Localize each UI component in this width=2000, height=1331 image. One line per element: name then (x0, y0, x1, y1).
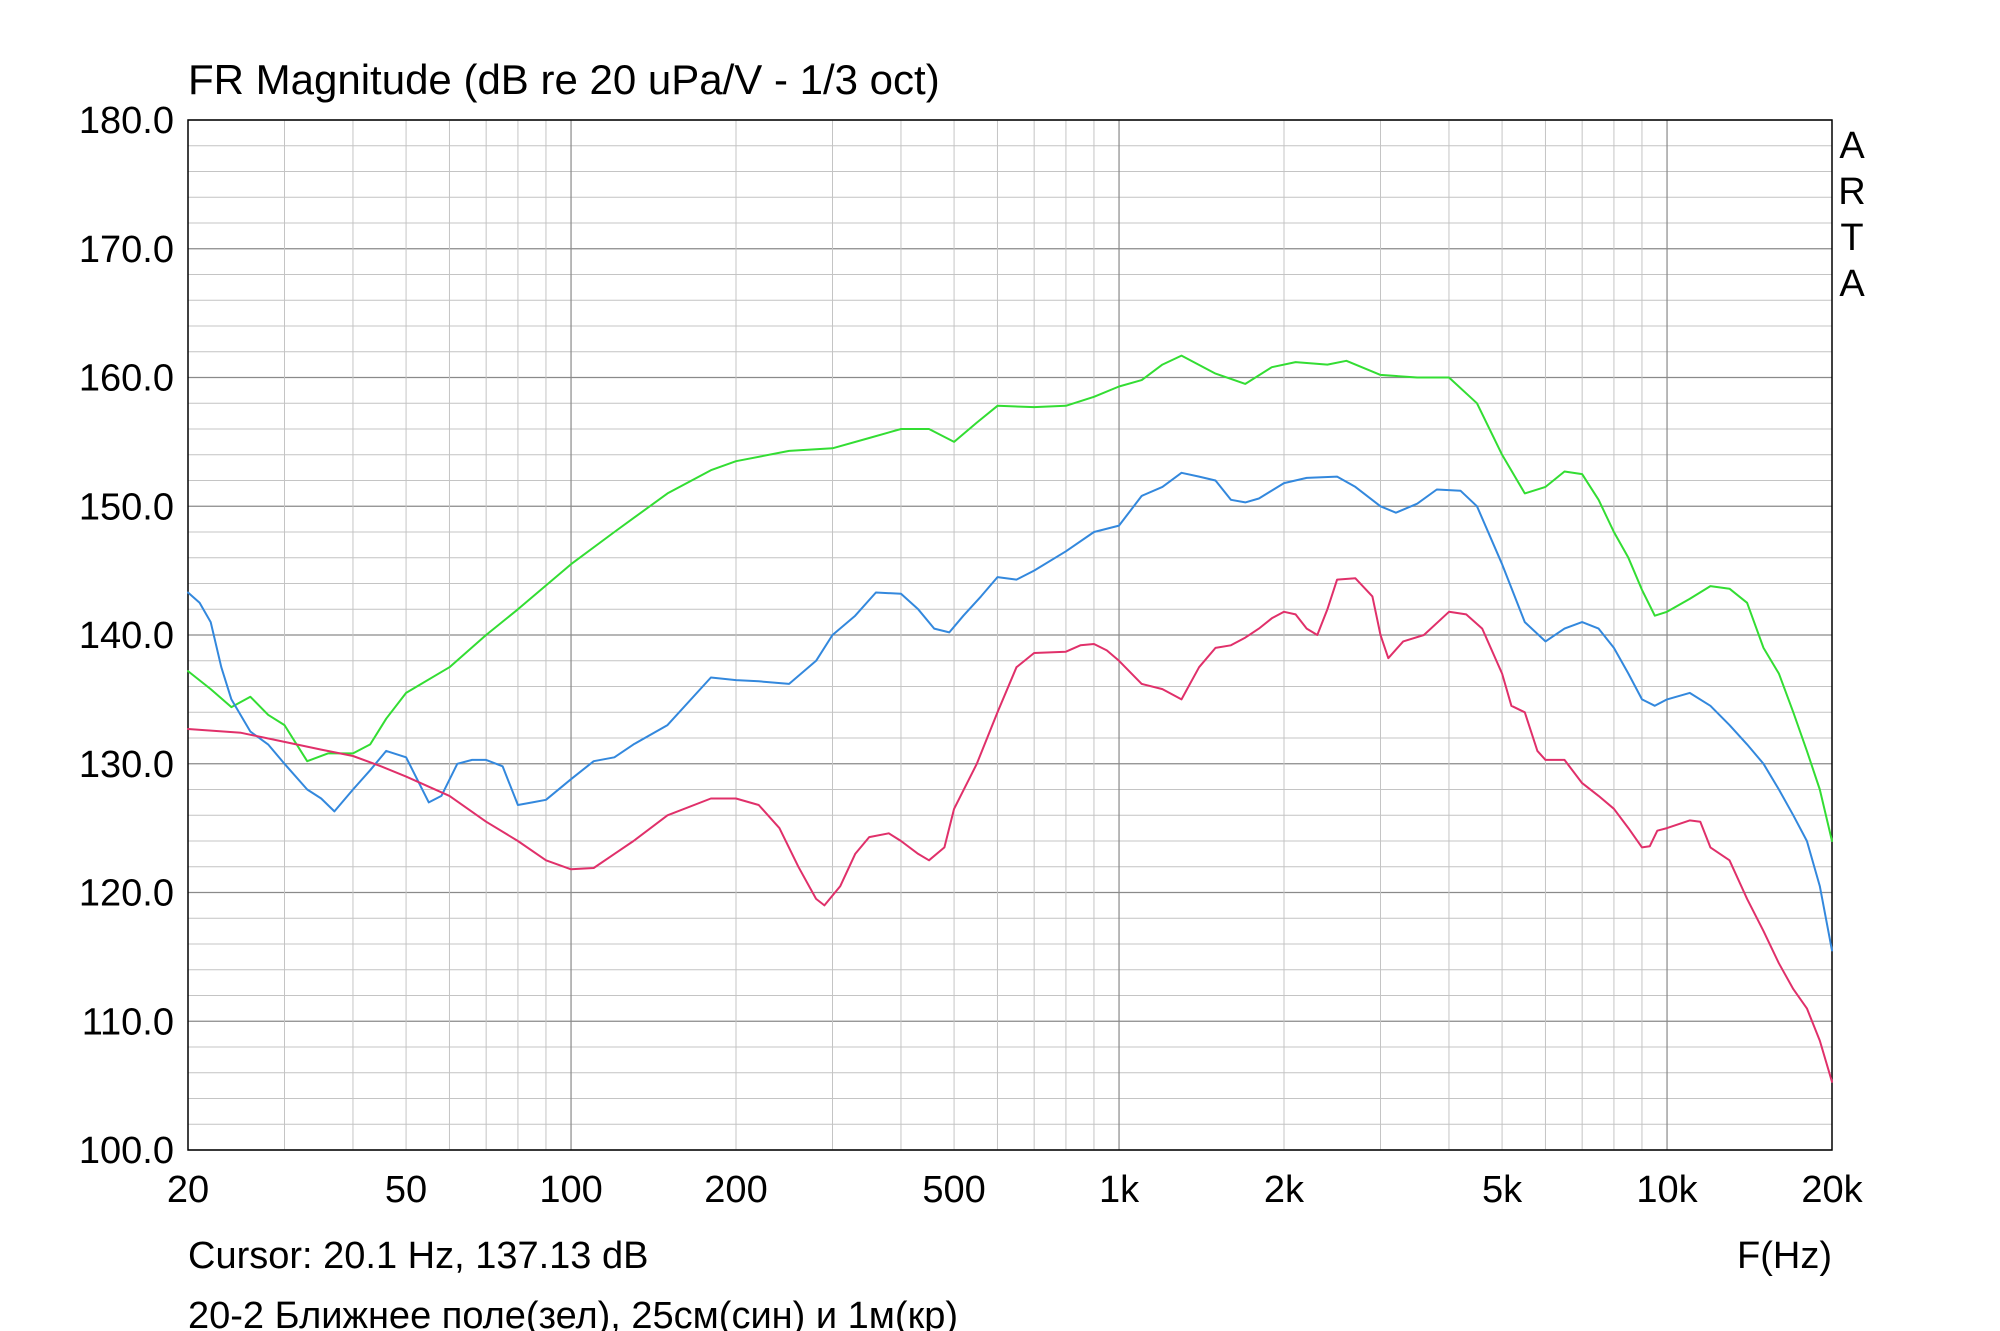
chart-caption: 20-2 Ближнее поле(зел), 25см(син) и 1м(к… (188, 1295, 958, 1331)
x-tick-label: 50 (385, 1169, 427, 1211)
series-line-1 (187, 354, 1833, 842)
y-tick-label: 150.0 (79, 486, 174, 528)
x-tick-label: 500 (922, 1169, 985, 1211)
plot-frame (187, 119, 1833, 1151)
y-tick-label: 130.0 (79, 744, 174, 786)
x-tick-label: 20 (167, 1169, 209, 1211)
x-tick-label: 10k (1636, 1169, 1698, 1211)
y-tick-label: 100.0 (79, 1130, 174, 1172)
x-tick-label: 2k (1264, 1169, 1305, 1211)
chart-title: FR Magnitude (dB re 20 uPa/V - 1/3 oct) (188, 56, 940, 103)
x-tick-label: 20k (1801, 1169, 1863, 1211)
x-axis-tick-labels: 20 50 100 200 500 1k 2k 5k 10k 20k (167, 1169, 1864, 1211)
series-line-3 (187, 577, 1833, 1083)
x-tick-label: 1k (1099, 1169, 1140, 1211)
y-tick-label: 140.0 (79, 615, 174, 657)
y-tick-label: 110.0 (82, 1001, 174, 1043)
y-axis-tick-labels: 100.0 110.0 120.0 130.0 140.0 150.0 160.0 170.0… (79, 100, 174, 1172)
cursor-readout: Cursor: 20.1 Hz, 137.13 dB (188, 1235, 648, 1277)
series-line-2 (187, 471, 1833, 952)
x-axis-label: F(Hz) (1737, 1235, 1832, 1277)
y-tick-label: 120.0 (79, 873, 174, 915)
y-tick-label: 170.0 (79, 229, 174, 271)
y-tick-label: 160.0 (79, 358, 174, 400)
x-tick-label: 200 (704, 1169, 767, 1211)
grid (187, 119, 1833, 1151)
y-tick-label: 180.0 (79, 100, 174, 142)
series-group (187, 354, 1833, 1083)
x-tick-label: 5k (1482, 1169, 1523, 1211)
x-tick-label: 100 (539, 1169, 602, 1211)
